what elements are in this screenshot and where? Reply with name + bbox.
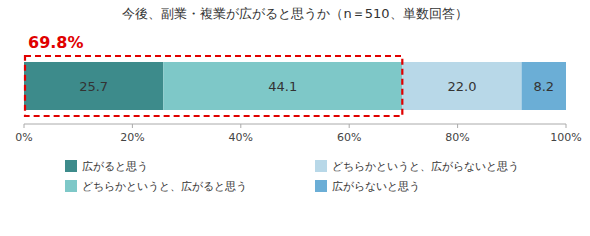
x-tick-label: 0% [15,131,32,144]
legend-label: 広がらないと思う [332,180,420,193]
annotation: 69.8% [28,33,84,52]
bar-segment [24,62,163,110]
x-ticks: 0% 20% 40% 60% 80% 100% [15,124,581,144]
legend-label: どちらかというと、広がると思う [82,180,247,193]
title: 今後、副業・複業が広がると思うか（n＝510、単数回答） [122,6,467,21]
data-labels: 25.7 44.1 22.0 8.2 [79,79,554,94]
bars [24,62,566,110]
data-label: 44.1 [268,79,297,94]
x-tick [132,124,133,128]
x-tick-label: 100% [550,131,581,144]
legend-swatch [315,180,327,192]
data-label: 22.0 [447,79,476,94]
x-tick [349,124,350,128]
chart-svg: 今後、副業・複業が広がると思うか（n＝510、単数回答） 25.7 44.1 22.0… [0,0,590,236]
bar-segment [163,62,402,110]
x-tick-label: 20% [120,131,144,144]
x-tick [457,124,458,128]
x-axis-line [24,124,566,125]
data-label: 25.7 [79,79,108,94]
data-label: 8.2 [533,79,554,94]
legend-swatch [65,180,77,192]
bar-segment [522,62,566,110]
highlight-box [25,56,402,116]
x-tick-label: 60% [337,131,361,144]
legend-label: どちらかというと、広がらないと思う [332,160,519,173]
bar-segment [402,62,521,110]
legend-swatch [315,160,327,172]
legend-label: 広がると思う [82,160,148,173]
x-tick-label: 80% [445,131,469,144]
legend-swatch [65,160,77,172]
legend: 広がると思うどちらかというと、広がると思う どちらかというと、広がらないと思う広が… [65,160,519,193]
x-tick [566,124,567,128]
chart-container: 今後、副業・複業が広がると思うか（n＝510、単数回答） 25.7 44.1 22.0… [0,0,590,236]
x-tick [240,124,241,128]
x-tick [24,124,25,128]
x-tick-label: 40% [229,131,253,144]
